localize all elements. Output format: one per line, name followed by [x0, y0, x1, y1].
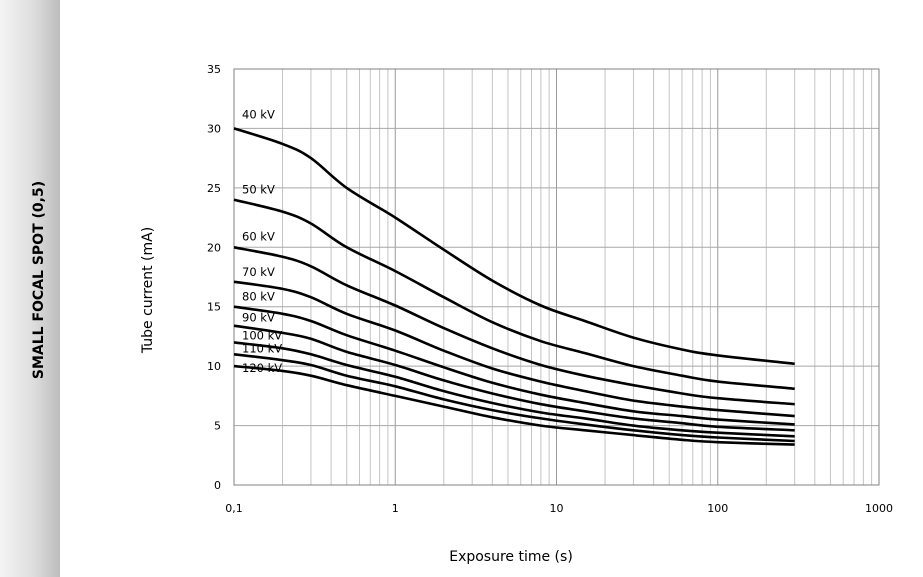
y-axis-title: Tube current (mA)	[140, 227, 156, 354]
series-line	[233, 127, 795, 366]
series-label: 120 kV	[242, 361, 282, 375]
y-tick-label: 15	[207, 301, 221, 314]
series-label: 90 kV	[242, 311, 275, 325]
series-line	[233, 353, 795, 443]
y-axis-ticks: 0 5 10 15 20 25 30 35	[207, 63, 221, 492]
y-tick-label: 25	[207, 182, 221, 195]
x-tick-label: 1	[392, 502, 399, 515]
series-label: 40 kV	[242, 107, 275, 121]
x-tick-label: 100	[707, 502, 728, 515]
series-line	[233, 324, 795, 432]
series-lines	[233, 127, 795, 446]
series-label: 80 kV	[242, 290, 275, 304]
x-tick-label: 10	[550, 502, 564, 515]
series-label: 110 kV	[242, 341, 282, 355]
series-line	[233, 280, 795, 418]
series-labels: 40 kV 50 kV 60 kV 70 kV 80 kV 90 kV 100 kV110 …	[242, 107, 282, 375]
y-tick-label: 35	[207, 63, 221, 76]
series-label: 70 kV	[242, 265, 275, 279]
series-line	[233, 246, 795, 406]
plot-frame	[233, 68, 880, 486]
x-axis-title: Exposure time (s)	[449, 549, 573, 565]
series-label: 60 kV	[242, 229, 275, 243]
x-axis-ticks: 0,1 1 10 100 1000	[225, 502, 893, 515]
y-tick-label: 30	[207, 122, 221, 135]
x-tick-label: 0,1	[225, 502, 243, 515]
series-line	[233, 364, 795, 446]
side-panel	[0, 0, 60, 577]
y-tick-label: 0	[214, 479, 221, 492]
x-tick-label: 1000	[865, 502, 893, 515]
y-tick-label: 20	[207, 241, 221, 254]
y-tick-label: 10	[207, 360, 221, 373]
series-line	[233, 305, 795, 426]
series-label: 50 kV	[242, 183, 275, 197]
y-tick-label: 5	[214, 420, 221, 433]
series-line	[233, 198, 795, 390]
series-label: 100 kV	[242, 328, 282, 342]
series-line	[233, 341, 795, 438]
